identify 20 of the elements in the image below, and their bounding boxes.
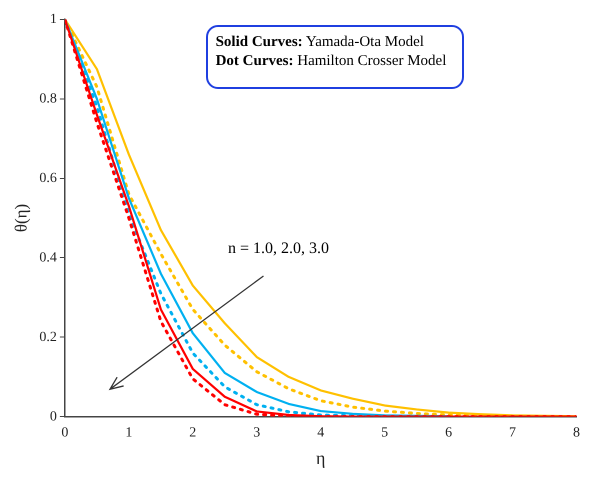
annotation: Solid Curves: Yamada-Ota Model: [216, 34, 424, 50]
x-tick-label: 4: [317, 426, 324, 441]
x-tick-label: 0: [61, 426, 68, 441]
y-tick-label: 0: [50, 409, 57, 424]
y-axis-title: θ(η): [12, 204, 31, 232]
x-tick-label: 6: [445, 426, 452, 441]
x-tick-label: 1: [125, 426, 132, 441]
annotation: n = 1.0, 2.0, 3.0: [228, 240, 329, 257]
y-tick-label: 0.4: [39, 250, 57, 266]
y-tick-label: 0.6: [39, 170, 57, 186]
x-tick-label: 5: [381, 426, 388, 441]
x-tick-label: 8: [573, 426, 580, 441]
x-tick-label: 3: [253, 426, 260, 441]
y-tick-label: 1: [50, 12, 57, 28]
x-tick-label: 2: [189, 426, 196, 441]
y-tick-label: 0.2: [39, 330, 57, 345]
y-tick-label: 0.8: [39, 92, 57, 107]
x-tick-label: 7: [509, 426, 516, 441]
x-axis-title: η: [316, 448, 326, 468]
annotation: Dot Curves: Hamilton Crosser Model: [216, 53, 446, 70]
